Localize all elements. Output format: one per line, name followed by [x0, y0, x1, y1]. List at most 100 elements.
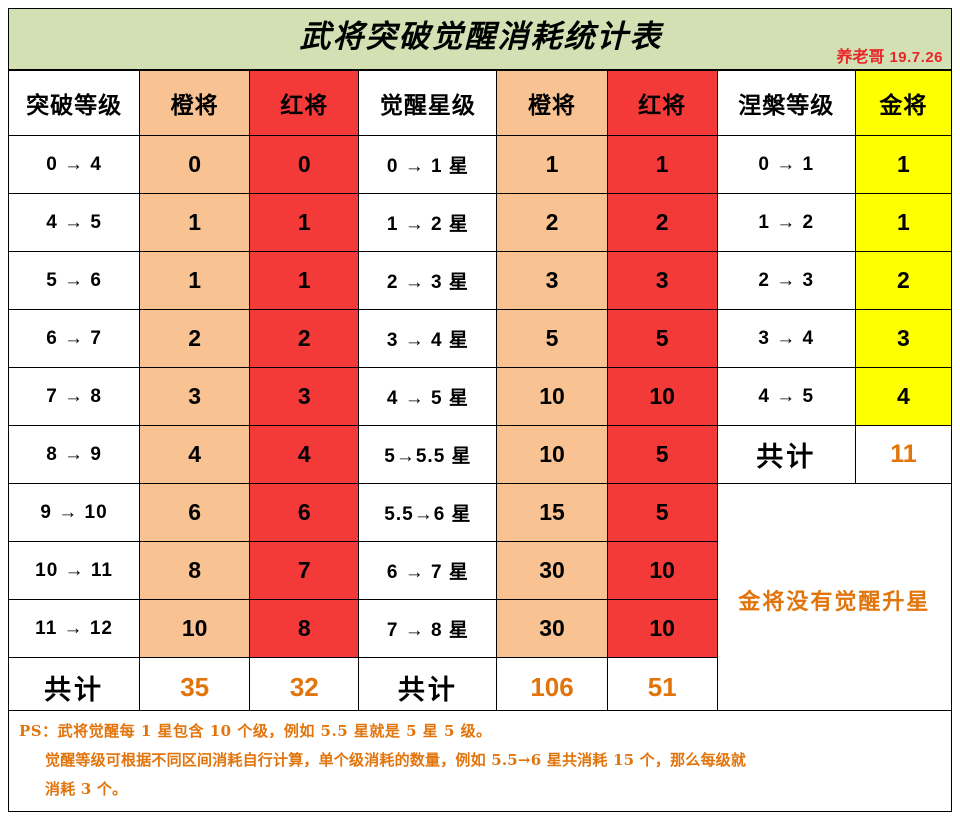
header-red-general-2: 红将	[606, 70, 718, 136]
breakthrough-range: 4 → 5	[7, 193, 141, 252]
awaken-red: 2	[606, 193, 718, 252]
awaken-orange: 1	[496, 135, 608, 194]
breakthrough-red: 8	[249, 599, 360, 658]
breakthrough-range: 11 → 12	[7, 599, 141, 658]
header-red-general-1: 红将	[249, 70, 360, 136]
table-row: 7 → 8 3 3 4 → 5 星 10 10 4 → 5 4	[7, 367, 953, 426]
table-row: 10 → 11 8 7 6 → 7 星 30 10	[7, 541, 952, 600]
breakthrough-range: 10 → 11	[7, 541, 141, 600]
nirvana-range: 4 → 5	[716, 367, 856, 426]
awaken-total-orange: 106	[496, 657, 608, 717]
breakthrough-red: 1	[249, 193, 360, 252]
nirvana-gold: 3	[854, 309, 953, 368]
header-breakthrough-level: 突破等级	[7, 70, 141, 136]
nirvana-range: 3 → 4	[716, 309, 856, 368]
gold-no-awaken-note: 金将没有觉醒升星	[716, 483, 953, 717]
breakthrough-range: 5 → 6	[7, 251, 141, 310]
breakthrough-orange: 4	[139, 425, 251, 484]
awaken-red: 5	[606, 309, 718, 368]
breakthrough-total-orange: 35	[139, 657, 251, 717]
awaken-orange: 15	[496, 483, 608, 542]
author-signature: 养老哥 19.7.26	[836, 43, 943, 67]
awaken-red: 3	[606, 251, 718, 310]
header-awaken-star: 觉醒星级	[358, 70, 498, 136]
nirvana-gold: 4	[854, 367, 953, 426]
awaken-orange: 10	[496, 425, 608, 484]
awaken-red: 10	[606, 599, 718, 658]
table-row: 5 → 6 1 1 2 → 3 星 3 3 2 → 3 2	[7, 251, 953, 310]
awaken-range: 0 → 1 星	[358, 135, 498, 194]
footnote-line-2: 觉醒等级可根据不同区间消耗自行计算，单个级消耗的数量，例如 5.5→6 星共消耗…	[45, 751, 747, 769]
breakthrough-range: 0 → 4	[7, 135, 141, 194]
awaken-range: 2 → 3 星	[358, 251, 498, 310]
breakthrough-orange: 1	[139, 251, 251, 310]
table-row: 6 → 7 2 2 3 → 4 星 5 5 3 → 4 3	[7, 309, 953, 368]
awaken-orange: 5	[496, 309, 608, 368]
awaken-orange: 3	[496, 251, 608, 310]
awaken-range: 4 → 5 星	[358, 367, 498, 426]
nirvana-gold: 1	[854, 135, 953, 194]
breakthrough-orange: 2	[139, 309, 251, 368]
breakthrough-red: 2	[249, 309, 360, 368]
footnote-block: PS：武将觉醒每 1 星包含 10 个级，例如 5.5 星就是 5 星 5 级。…	[8, 710, 952, 812]
title-banner: 武将突破觉醒消耗统计表 养老哥 19.7.26	[8, 8, 952, 70]
breakthrough-red: 3	[249, 367, 360, 426]
awaken-red: 5	[606, 483, 718, 542]
table-row: 0 → 4 0 0 0 → 1 星 1 1 0 → 1 1	[7, 135, 953, 194]
awaken-range: 1 → 2 星	[358, 193, 498, 252]
page-title: 武将突破觉醒消耗统计表	[299, 19, 663, 55]
totals-row: 共计 35 32 共计 106 51	[7, 657, 952, 717]
awaken-orange: 2	[496, 193, 608, 252]
author-name: 养老哥	[836, 47, 885, 66]
awaken-orange: 30	[496, 541, 608, 600]
awaken-red: 10	[606, 367, 718, 426]
breakthrough-red: 0	[249, 135, 360, 194]
awaken-range: 5.5→6 星	[358, 483, 498, 542]
awaken-range: 3 → 4 星	[358, 309, 498, 368]
header-orange-general-1: 橙将	[139, 70, 251, 136]
table-row: 8 → 9 4 4 5→5.5 星 10 5 共计 11	[7, 425, 953, 484]
table-header-row: 突破等级 橙将 红将 觉醒星级 橙将 红将 涅槃等级 金将	[7, 70, 953, 136]
breakthrough-red: 7	[249, 541, 360, 600]
header-gold-general: 金将	[854, 70, 953, 136]
breakthrough-total-label: 共计	[7, 657, 141, 717]
nirvana-range: 2 → 3	[716, 251, 856, 310]
nirvana-total-label: 共计	[716, 425, 856, 484]
breakthrough-red: 4	[249, 425, 360, 484]
footnote-line-1: PS：武将觉醒每 1 星包含 10 个级，例如 5.5 星就是 5 星 5 级。	[19, 722, 492, 740]
nirvana-gold: 2	[854, 251, 953, 310]
awaken-range: 6 → 7 星	[358, 541, 498, 600]
awaken-red: 1	[606, 135, 718, 194]
awaken-orange: 10	[496, 367, 608, 426]
breakthrough-total-red: 32	[249, 657, 360, 717]
table-row: 11 → 12 10 8 7 → 8 星 30 10	[7, 599, 952, 658]
breakthrough-range: 9 → 10	[7, 483, 141, 542]
breakthrough-orange: 0	[139, 135, 251, 194]
awaken-red: 10	[606, 541, 718, 600]
nirvana-range: 0 → 1	[716, 135, 856, 194]
breakthrough-orange: 8	[139, 541, 251, 600]
footnote-line-3: 消耗 3 个。	[45, 780, 128, 798]
awaken-range: 7 → 8 星	[358, 599, 498, 658]
nirvana-total-gold: 11	[854, 425, 953, 484]
breakthrough-red: 6	[249, 483, 360, 542]
awaken-red: 5	[606, 425, 718, 484]
header-nirvana-level: 涅槃等级	[716, 70, 856, 136]
breakthrough-range: 8 → 9	[7, 425, 141, 484]
breakthrough-range: 6 → 7	[7, 309, 141, 368]
consumption-table: 突破等级 橙将 红将 觉醒星级 橙将 红将 涅槃等级 金将 0 → 4 0 0 …	[7, 70, 953, 717]
breakthrough-orange: 3	[139, 367, 251, 426]
breakthrough-red: 1	[249, 251, 360, 310]
author-date: 19.7.26	[889, 49, 943, 66]
table-row: 4 → 5 1 1 1 → 2 星 2 2 1 → 2 1	[7, 193, 953, 252]
awaken-range: 5→5.5 星	[358, 425, 498, 484]
awaken-orange: 30	[496, 599, 608, 658]
breakthrough-orange: 6	[139, 483, 251, 542]
breakthrough-orange: 1	[139, 193, 251, 252]
nirvana-gold: 1	[854, 193, 953, 252]
table-row: 9 → 10 6 6 5.5→6 星 15 5 金将没有觉醒升星	[7, 483, 953, 717]
nirvana-range: 1 → 2	[716, 193, 856, 252]
header-orange-general-2: 橙将	[496, 70, 608, 136]
awaken-total-red: 51	[606, 657, 718, 717]
